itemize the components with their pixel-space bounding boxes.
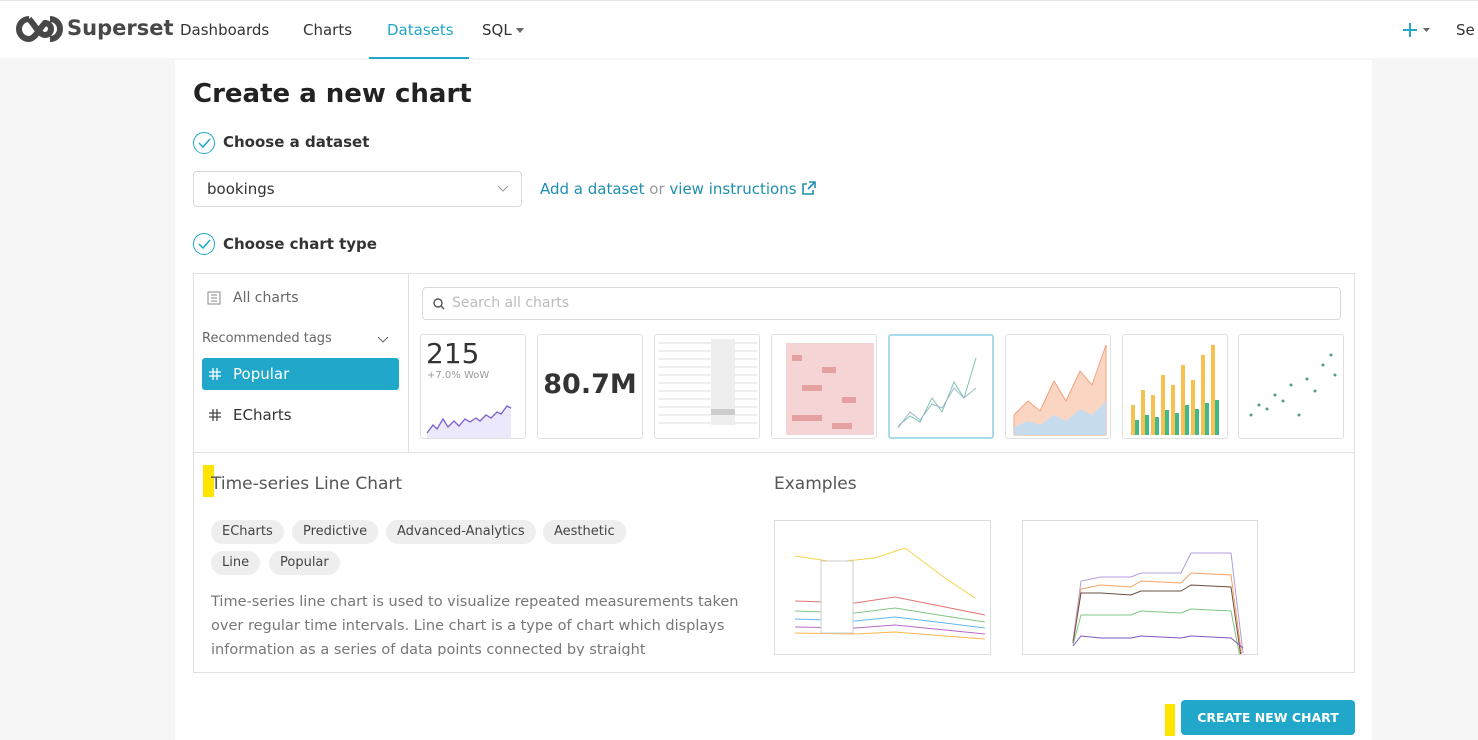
all-charts[interactable]: All charts <box>233 290 299 306</box>
header: Superset Dashboards Charts Datasets SQL … <box>0 0 1478 59</box>
recommended-tags[interactable]: Recommended tags <box>202 331 332 346</box>
divider <box>193 452 1355 453</box>
or-text: or <box>649 180 665 198</box>
tag: Predictive <box>292 520 379 544</box>
dataset-value: bookings <box>207 180 275 198</box>
create-button[interactable]: CREATE NEW CHART <box>1181 700 1355 735</box>
chevron <box>377 336 389 343</box>
instructions-link[interactable]: view instructions <box>669 180 797 198</box>
external-icon <box>802 181 817 195</box>
dataset-links: Add a dataset or view instructions <box>540 180 817 198</box>
thumb-number: 80.7M <box>543 369 637 400</box>
add-dataset-link[interactable]: Add a dataset <box>540 180 645 198</box>
tag-label[interactable]: ECharts <box>233 406 292 424</box>
search-icon <box>433 298 445 310</box>
example-image <box>774 520 991 655</box>
examples-title: Examples <box>774 474 857 494</box>
settings-menu[interactable]: Se <box>1456 21 1475 39</box>
check-icon <box>193 233 215 255</box>
tag: Advanced-Analytics <box>386 520 536 544</box>
tag: Aesthetic <box>543 520 626 544</box>
caret <box>516 28 524 33</box>
search-box[interactable]: Search all charts <box>422 287 1341 320</box>
brand[interactable]: Superset <box>67 16 174 40</box>
chart-name: Time-series Line Chart <box>211 474 403 494</box>
logo-icon <box>16 16 63 43</box>
scatter-thumb <box>1249 353 1337 417</box>
thumbnail[interactable] <box>771 334 877 439</box>
hash-icon <box>209 368 221 380</box>
step-label: Choose a dataset <box>223 133 370 151</box>
thumbnail[interactable] <box>654 334 760 439</box>
area-thumb <box>1013 344 1107 436</box>
sparkline <box>426 405 512 438</box>
chart-picker <box>193 273 1355 673</box>
nav-item[interactable]: Charts <box>303 21 353 39</box>
thumb-sub: +7.0% WoW <box>427 370 490 381</box>
thumbnail[interactable]: 215 +7.0% WoW <box>420 334 526 439</box>
bar-thumb <box>1131 345 1219 435</box>
page-title: Create a new chart <box>193 79 472 109</box>
chart-description: Time-series line chart is used to visual… <box>211 594 739 656</box>
example-image <box>1022 520 1258 674</box>
highlight-marker <box>1165 704 1175 736</box>
heatmap-thumb <box>786 343 874 435</box>
check-icon <box>193 132 215 154</box>
tag: ECharts <box>211 520 284 544</box>
highlight-marker <box>203 465 214 497</box>
chevron <box>497 185 509 192</box>
nav-item-active[interactable]: Datasets <box>387 21 454 39</box>
hash-icon <box>209 409 221 421</box>
thumb-number: 215 <box>426 337 480 370</box>
all-charts-icon <box>207 291 221 305</box>
divider <box>408 273 409 453</box>
dataset-select[interactable]: bookings <box>193 171 522 207</box>
step-label: Choose chart type <box>223 235 377 253</box>
tag: Popular <box>269 551 340 575</box>
nav-item[interactable]: SQL <box>482 21 512 39</box>
nav-item[interactable]: Dashboards <box>180 21 270 39</box>
tag-label: Popular <box>233 365 290 383</box>
tag: Line <box>211 551 261 575</box>
thumbnail-selected[interactable] <box>888 334 994 439</box>
table-thumb <box>659 339 757 425</box>
thumbnail[interactable] <box>1122 334 1228 439</box>
thumbnail[interactable] <box>1238 334 1344 439</box>
tag-selected[interactable]: Popular <box>202 358 399 390</box>
thumbnail[interactable]: 80.7M <box>537 334 643 439</box>
active-underline <box>369 57 469 59</box>
thumbnail[interactable] <box>1005 334 1111 439</box>
search-placeholder: Search all charts <box>452 295 570 311</box>
line-thumb <box>897 357 977 429</box>
plus-menu[interactable] <box>1402 22 1432 38</box>
